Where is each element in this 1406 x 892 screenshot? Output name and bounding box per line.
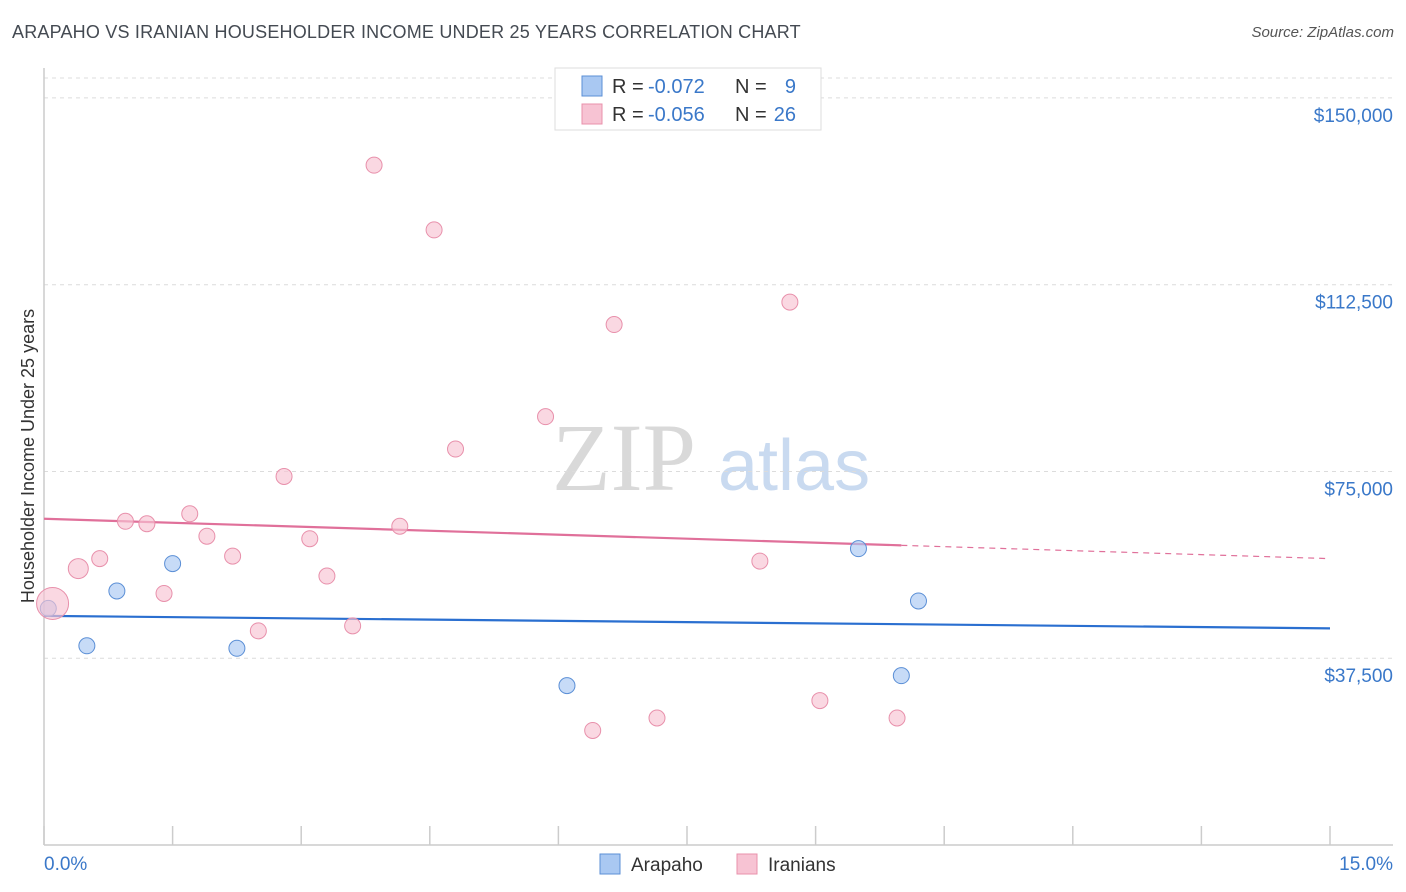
point-iranians [36, 586, 70, 620]
point-iranians [181, 505, 199, 523]
y-tick-label: $150,000 [1314, 106, 1393, 127]
y-tick-label: $112,500 [1315, 293, 1393, 314]
point-iranians [138, 515, 156, 533]
point-iranians [67, 558, 89, 580]
point-arapaho [164, 555, 182, 573]
point-arapaho [849, 540, 867, 558]
point-iranians [91, 550, 109, 568]
legend-n-label-iranians: N = [735, 104, 767, 126]
stats-legend: R = -0.072 N = 9 R = -0.056 N = 26 [554, 67, 822, 131]
point-iranians [116, 512, 134, 530]
point-iranians [318, 567, 336, 585]
trend-line-extension-iranians [901, 544, 1331, 560]
source-credit: Source: ZipAtlas.com [1251, 24, 1394, 41]
legend-swatch-iranians [581, 103, 603, 125]
point-iranians [198, 527, 216, 545]
chart-title: ARAPAHO VS IRANIAN HOUSEHOLDER INCOME UN… [12, 22, 801, 42]
point-iranians [781, 293, 799, 311]
watermark-zip: ZIP [552, 404, 696, 511]
point-arapaho [909, 592, 927, 610]
bottom-legend-swatch-iranians [736, 853, 758, 875]
legend-r-label-arapaho: R = [612, 76, 644, 98]
point-iranians [249, 622, 267, 640]
point-iranians [811, 692, 829, 710]
point-iranians [155, 584, 173, 602]
y-tick-labels: $37,500 $75,000 $112,500 $150,000 [1314, 106, 1393, 687]
legend-swatch-arapaho [581, 75, 603, 97]
point-iranians [224, 547, 242, 565]
point-arapaho [558, 677, 576, 695]
point-iranians [301, 530, 319, 548]
point-iranians [344, 617, 362, 635]
series-legend: Arapaho Iranians [599, 853, 836, 876]
point-iranians [425, 221, 443, 239]
y-tick-label: $37,500 [1324, 666, 1393, 687]
point-iranians [584, 721, 602, 739]
point-iranians [275, 467, 293, 485]
legend-n-label-arapaho: N = [735, 76, 767, 98]
watermark-atlas: atlas [718, 426, 870, 506]
point-iranians [447, 440, 465, 458]
bottom-legend-label-arapaho: Arapaho [631, 855, 703, 876]
point-arapaho [108, 582, 126, 600]
trend-lines [43, 517, 1331, 630]
legend-n-value-iranians: 26 [774, 104, 796, 126]
point-iranians [605, 316, 623, 334]
legend-r-value-arapaho: -0.072 [648, 76, 705, 98]
point-arapaho [892, 667, 910, 685]
bottom-legend-label-iranians: Iranians [768, 855, 836, 876]
x-tick-label-min: 0.0% [44, 854, 87, 875]
data-points [36, 156, 927, 739]
point-iranians [648, 709, 666, 727]
legend-r-value-iranians: -0.056 [648, 104, 705, 126]
legend-n-value-arapaho: 9 [785, 76, 796, 98]
trend-line-iranians [43, 517, 902, 547]
y-axis-label: Householder Income Under 25 years [18, 309, 38, 603]
x-tick-label-max: 15.0% [1339, 854, 1393, 875]
point-iranians [751, 552, 769, 570]
legend-r-label-iranians: R = [612, 104, 644, 126]
bottom-legend-swatch-arapaho [599, 853, 621, 875]
trend-line-arapaho [43, 614, 1331, 630]
point-iranians [365, 156, 383, 174]
point-arapaho [228, 639, 246, 657]
grid-lines [44, 77, 1393, 659]
watermark: ZIP atlas [552, 404, 870, 511]
point-iranians [888, 709, 906, 727]
point-iranians [391, 517, 409, 535]
y-tick-label: $75,000 [1324, 479, 1393, 500]
x-tick-marks [43, 826, 1331, 845]
point-arapaho [78, 637, 96, 655]
point-iranians [537, 408, 555, 426]
